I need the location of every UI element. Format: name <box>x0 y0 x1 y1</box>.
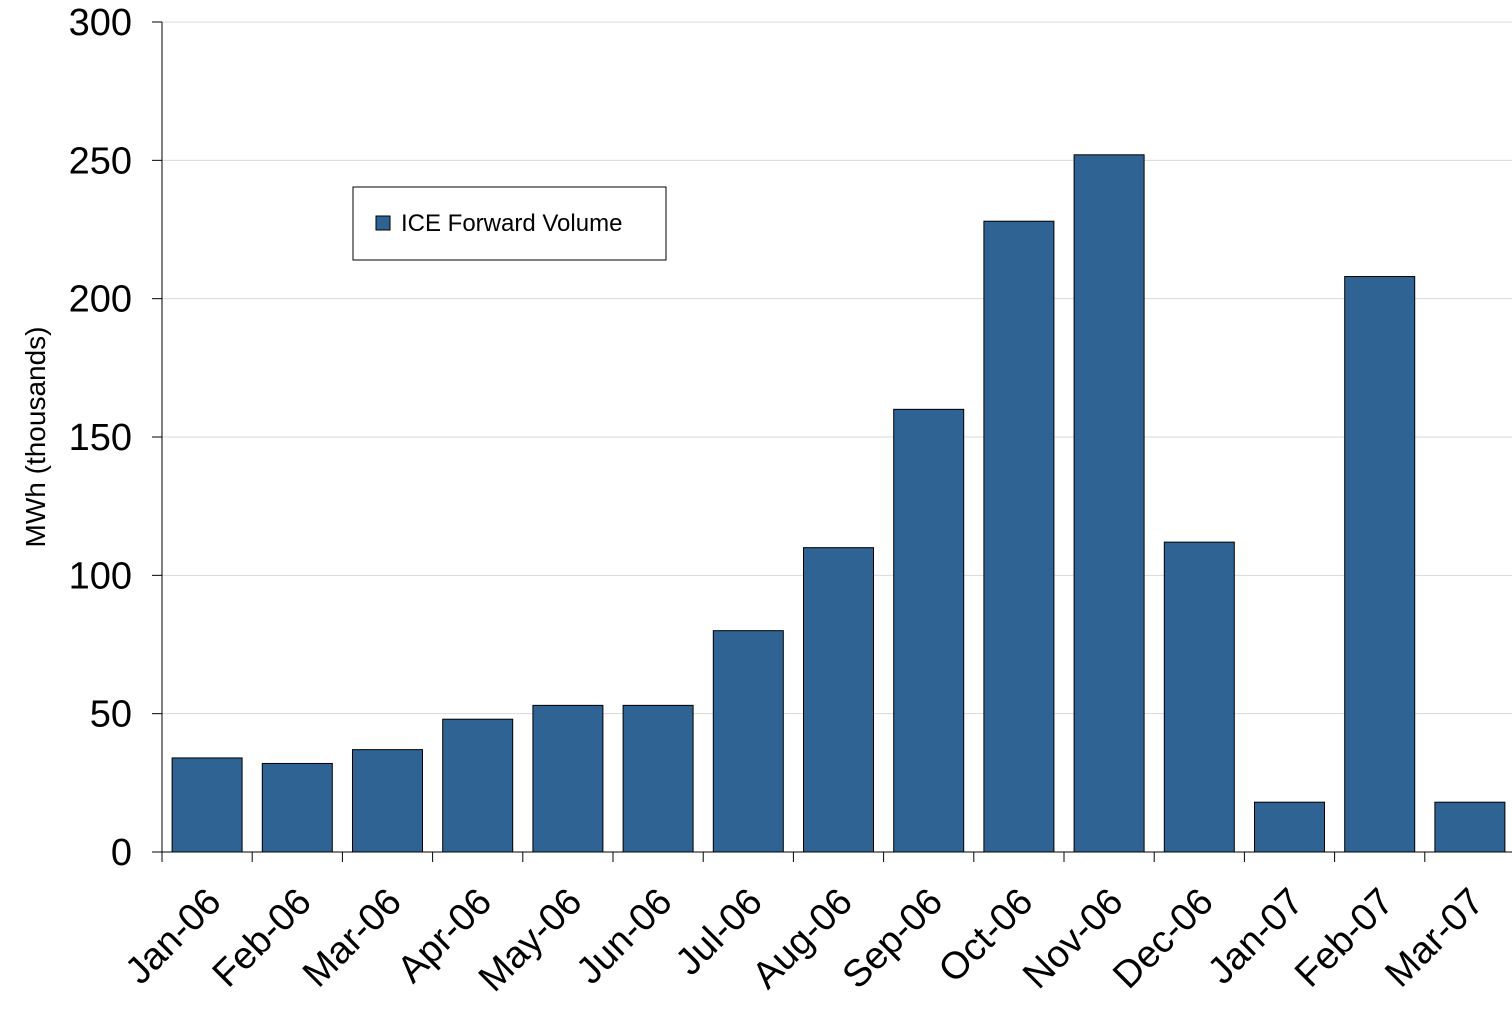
y-tick-label: 300 <box>69 2 132 44</box>
y-axis-label: MWh (thousands) <box>20 327 51 548</box>
bar-feb-06 <box>261 762 333 853</box>
bar-jun-06 <box>622 704 694 853</box>
legend-label: ICE Forward Volume <box>401 210 622 237</box>
bar-mar-06 <box>352 749 423 853</box>
gridlines <box>162 21 1512 715</box>
bar-nov-06 <box>1073 154 1145 853</box>
bar-feb-07 <box>1344 276 1416 853</box>
bar-oct-06 <box>983 220 1055 853</box>
x-tick-label: Jan-07 <box>1200 881 1312 993</box>
bar-apr-06 <box>442 718 514 853</box>
x-tick-label: Dec-06 <box>1105 881 1221 997</box>
legend-box <box>352 186 667 261</box>
bar-jan-06 <box>171 757 243 853</box>
x-tick-label: Mar-07 <box>1377 881 1492 996</box>
y-tick-label: 250 <box>69 140 132 182</box>
bar-may-06 <box>532 704 604 853</box>
x-tick-label: Feb-06 <box>205 881 320 996</box>
y-tick-label: 0 <box>111 832 132 874</box>
x-tick-label: Mar-06 <box>295 881 410 996</box>
x-tick-label: Feb-07 <box>1287 881 1402 996</box>
y-tick-label: 150 <box>69 417 132 459</box>
bars <box>171 154 1506 853</box>
x-tick-label: Sep-06 <box>835 881 951 997</box>
legend-swatch <box>375 215 391 231</box>
x-tick-label: Aug-06 <box>745 881 861 997</box>
legend: ICE Forward Volume <box>352 186 667 261</box>
x-tick-label: Nov-06 <box>1015 881 1131 997</box>
y-tick-labels: 0 50 100 150 200 250 300 <box>69 2 132 874</box>
x-tick-labels: Jan-06Feb-06Mar-06Apr-06May-06Jun-06Jul-… <box>118 881 1493 1000</box>
bar-aug-06 <box>803 547 874 853</box>
y-tick-label: 200 <box>69 279 132 321</box>
bar-jul-06 <box>712 630 784 853</box>
bar-sep-06 <box>893 408 965 853</box>
axes <box>152 21 1512 862</box>
bar-mar-07 <box>1434 801 1506 853</box>
y-tick-label: 50 <box>90 694 132 736</box>
x-tick-label: Jun-06 <box>569 881 681 993</box>
y-tick-label: 100 <box>69 555 132 597</box>
bar-dec-06 <box>1163 541 1235 853</box>
x-tick-label: May-06 <box>471 881 590 1000</box>
x-tick-label: Jan-06 <box>118 881 230 993</box>
bar-jan-07 <box>1254 801 1325 853</box>
